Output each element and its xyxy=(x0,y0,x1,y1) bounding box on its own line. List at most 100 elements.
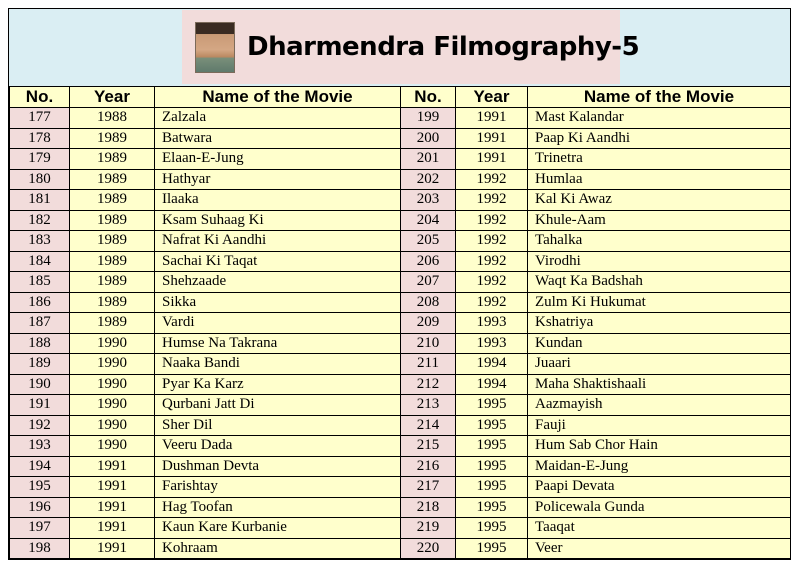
movie-number-cell: 177 xyxy=(9,107,70,129)
movie-number-cell: 182 xyxy=(9,209,70,231)
movie-year-cell: 1995 xyxy=(455,394,528,416)
movie-number-cell: 184 xyxy=(9,250,70,272)
movie-year-cell: 1990 xyxy=(69,414,155,436)
movie-year-cell: 1989 xyxy=(69,168,155,190)
movie-name-cell: Sher Dil xyxy=(154,414,401,436)
movie-name-cell: Vardi xyxy=(154,312,401,334)
table-row: 194 1991 Dushman Devta 216 1995 Maidan-E-Jung xyxy=(9,455,791,477)
movie-number-cell: 191 xyxy=(9,394,70,416)
movie-number-cell: 212 xyxy=(400,373,456,395)
movie-year-cell: 1994 xyxy=(455,353,528,375)
movie-name-cell: Fauji xyxy=(527,414,791,436)
movie-name-cell: Kshatriya xyxy=(527,312,791,334)
header-no-left: No. xyxy=(9,86,70,108)
movie-number-cell: 193 xyxy=(9,435,70,457)
movie-year-cell: 1991 xyxy=(69,537,155,559)
movie-number-cell: 211 xyxy=(400,353,456,375)
table-row: 183 1989 Nafrat Ki Aandhi 205 1992 Tahalka xyxy=(9,230,791,252)
movie-name-cell: Mast Kalandar xyxy=(527,107,791,129)
movie-name-cell: Hag Toofan xyxy=(154,496,401,518)
movie-name-cell: Maidan-E-Jung xyxy=(527,455,791,477)
movie-number-cell: 207 xyxy=(400,271,456,293)
movie-year-cell: 1990 xyxy=(69,373,155,395)
movie-year-cell: 1992 xyxy=(455,291,528,313)
movie-year-cell: 1995 xyxy=(455,476,528,498)
movie-name-cell: Naaka Bandi xyxy=(154,353,401,375)
table-row: 179 1989 Elaan-E-Jung 201 1991 Trinetra xyxy=(9,148,791,170)
movie-number-cell: 196 xyxy=(9,496,70,518)
movie-number-cell: 185 xyxy=(9,271,70,293)
movie-year-cell: 1989 xyxy=(69,230,155,252)
movie-name-cell: Maha Shaktishaali xyxy=(527,373,791,395)
movie-number-cell: 186 xyxy=(9,291,70,313)
table-row: 186 1989 Sikka 208 1992 Zulm Ki Hukumat xyxy=(9,291,791,313)
table-row: 185 1989 Shehzaade 207 1992 Waqt Ka Badshah xyxy=(9,271,791,293)
movie-year-cell: 1995 xyxy=(455,517,528,539)
movie-number-cell: 200 xyxy=(400,127,456,149)
header-row: No. Year Name of the Movie No. Year Name… xyxy=(9,86,791,108)
movie-number-cell: 180 xyxy=(9,168,70,190)
actor-portrait-image xyxy=(195,21,235,73)
movie-year-cell: 1994 xyxy=(455,373,528,395)
table-row: 197 1991 Kaun Kare Kurbanie 219 1995 Taaqat xyxy=(9,517,791,539)
movie-number-cell: 202 xyxy=(400,168,456,190)
movie-number-cell: 215 xyxy=(400,435,456,457)
table-row: 188 1990 Humse Na Takrana 210 1993 Kundan xyxy=(9,332,791,354)
movie-year-cell: 1989 xyxy=(69,189,155,211)
movie-name-cell: Elaan-E-Jung xyxy=(154,148,401,170)
movie-year-cell: 1992 xyxy=(455,230,528,252)
movie-name-cell: Virodhi xyxy=(527,250,791,272)
movie-year-cell: 1992 xyxy=(455,271,528,293)
movie-name-cell: Kaun Kare Kurbanie xyxy=(154,517,401,539)
movie-number-cell: 181 xyxy=(9,189,70,211)
movie-name-cell: Juaari xyxy=(527,353,791,375)
movie-number-cell: 189 xyxy=(9,353,70,375)
movie-name-cell: Shehzaade xyxy=(154,271,401,293)
movie-name-cell: Kohraam xyxy=(154,537,401,559)
movie-year-cell: 1989 xyxy=(69,148,155,170)
movie-year-cell: 1989 xyxy=(69,127,155,149)
movie-name-cell: Ksam Suhaag Ki xyxy=(154,209,401,231)
movie-name-cell: Sikka xyxy=(154,291,401,313)
movie-number-cell: 195 xyxy=(9,476,70,498)
movie-year-cell: 1990 xyxy=(69,394,155,416)
movie-number-cell: 217 xyxy=(400,476,456,498)
movie-name-cell: Zalzala xyxy=(154,107,401,129)
movie-name-cell: Batwara xyxy=(154,127,401,149)
movie-name-cell: Farishtay xyxy=(154,476,401,498)
movie-name-cell: Humse Na Takrana xyxy=(154,332,401,354)
movie-name-cell: Waqt Ka Badshah xyxy=(527,271,791,293)
movie-name-cell: Ilaaka xyxy=(154,189,401,211)
movie-number-cell: 206 xyxy=(400,250,456,272)
movie-name-cell: Khule-Aam xyxy=(527,209,791,231)
movie-name-cell: Hum Sab Chor Hain xyxy=(527,435,791,457)
movie-year-cell: 1993 xyxy=(455,332,528,354)
movie-year-cell: 1988 xyxy=(69,107,155,129)
movie-year-cell: 1989 xyxy=(69,271,155,293)
movie-number-cell: 197 xyxy=(9,517,70,539)
movie-name-cell: Dushman Devta xyxy=(154,455,401,477)
movie-name-cell: Zulm Ki Hukumat xyxy=(527,291,791,313)
header-name-right: Name of the Movie xyxy=(527,86,791,108)
movie-number-cell: 219 xyxy=(400,517,456,539)
movie-name-cell: Taaqat xyxy=(527,517,791,539)
movie-year-cell: 1991 xyxy=(455,148,528,170)
movie-name-cell: Qurbani Jatt Di xyxy=(154,394,401,416)
movie-year-cell: 1989 xyxy=(69,312,155,334)
table-row: 196 1991 Hag Toofan 218 1995 Policewala Gunda xyxy=(9,496,791,518)
movie-name-cell: Pyar Ka Karz xyxy=(154,373,401,395)
movie-name-cell: Nafrat Ki Aandhi xyxy=(154,230,401,252)
table-row: 187 1989 Vardi 209 1993 Kshatriya xyxy=(9,312,791,334)
title-banner: Dharmendra Filmography-5 xyxy=(9,9,790,87)
table-row: 181 1989 Ilaaka 203 1992 Kal Ki Awaz xyxy=(9,189,791,211)
movie-year-cell: 1992 xyxy=(455,189,528,211)
movie-number-cell: 218 xyxy=(400,496,456,518)
movie-name-cell: Policewala Gunda xyxy=(527,496,791,518)
movie-name-cell: Paapi Devata xyxy=(527,476,791,498)
movie-number-cell: 220 xyxy=(400,537,456,559)
filmography-sheet: Dharmendra Filmography-5 No. Year Name o… xyxy=(8,8,791,560)
page-title: Dharmendra Filmography-5 xyxy=(247,32,640,62)
movie-number-cell: 192 xyxy=(9,414,70,436)
table-row: 189 1990 Naaka Bandi 211 1994 Juaari xyxy=(9,353,791,375)
movie-name-cell: Aazmayish xyxy=(527,394,791,416)
